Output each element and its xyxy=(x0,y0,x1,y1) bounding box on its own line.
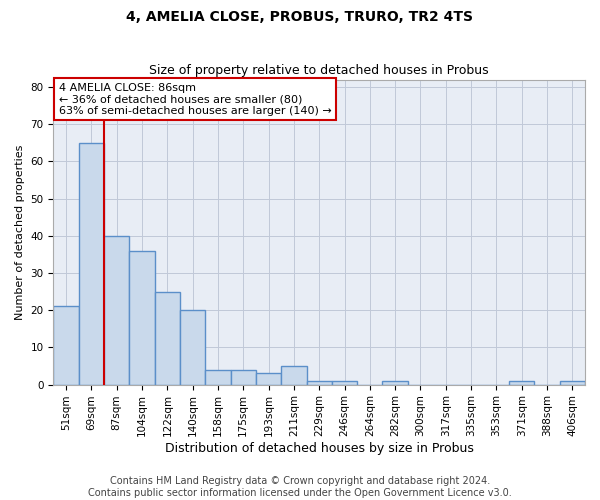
Bar xyxy=(560,381,585,384)
Text: 4 AMELIA CLOSE: 86sqm
← 36% of detached houses are smaller (80)
63% of semi-deta: 4 AMELIA CLOSE: 86sqm ← 36% of detached … xyxy=(59,82,331,116)
Bar xyxy=(53,306,79,384)
Bar xyxy=(104,236,130,384)
Bar xyxy=(382,381,408,384)
Bar xyxy=(256,374,281,384)
Bar xyxy=(281,366,307,384)
X-axis label: Distribution of detached houses by size in Probus: Distribution of detached houses by size … xyxy=(165,442,473,455)
Bar xyxy=(180,310,205,384)
Bar xyxy=(205,370,230,384)
Bar xyxy=(509,381,535,384)
Text: 4, AMELIA CLOSE, PROBUS, TRURO, TR2 4TS: 4, AMELIA CLOSE, PROBUS, TRURO, TR2 4TS xyxy=(127,10,473,24)
Y-axis label: Number of detached properties: Number of detached properties xyxy=(15,144,25,320)
Bar xyxy=(130,250,155,384)
Title: Size of property relative to detached houses in Probus: Size of property relative to detached ho… xyxy=(149,64,489,77)
Bar xyxy=(155,292,180,384)
Text: Contains HM Land Registry data © Crown copyright and database right 2024.
Contai: Contains HM Land Registry data © Crown c… xyxy=(88,476,512,498)
Bar xyxy=(307,381,332,384)
Bar xyxy=(332,381,357,384)
Bar xyxy=(79,143,104,384)
Bar xyxy=(230,370,256,384)
